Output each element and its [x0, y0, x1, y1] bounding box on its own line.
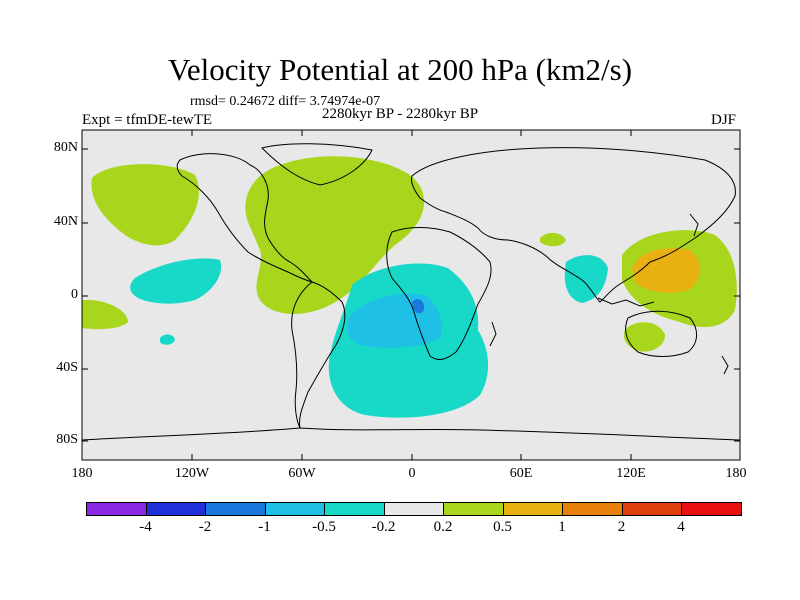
- colorbar-label: 2: [617, 519, 626, 535]
- colorbar-swatch: [502, 502, 563, 516]
- season-label: DJF: [711, 112, 737, 128]
- contour-indian-ocean-negative: [564, 255, 608, 303]
- contour-india-positive: [540, 232, 566, 247]
- x-tick-label: 180: [725, 466, 747, 481]
- y-tick-label: 80N: [53, 140, 78, 155]
- map-title: Velocity Potential at 200 hPa (km2/s): [167, 52, 633, 87]
- colorbar-label: 0.5: [493, 519, 512, 535]
- coastline-madagascar: [489, 321, 497, 347]
- stats-text: rmsd= 0.24672 diff= 3.74974e-07: [190, 94, 381, 109]
- contour-north-pacific-positive: [91, 164, 199, 246]
- coastline-indonesia: [597, 297, 655, 307]
- coastline-eurasia: [411, 147, 736, 303]
- colorbar-label: -0.5: [312, 519, 336, 535]
- coastlines: [82, 143, 740, 441]
- contour-eastern-pacific-positive: [82, 300, 128, 330]
- y-tick-label: 40S: [56, 360, 78, 375]
- colorbar-swatch: [205, 502, 266, 516]
- contour-australia-positive: [623, 322, 665, 352]
- colorbar-swatch: [383, 502, 444, 516]
- x-tick-label: 60E: [509, 466, 533, 481]
- contour-central-pacific-negative: [130, 258, 222, 304]
- x-tick-label: 0: [408, 466, 416, 481]
- coastline-africa: [386, 227, 492, 360]
- colorbar-swatch: [621, 502, 682, 516]
- coastline-japan: [689, 213, 699, 237]
- map-frame: [81, 129, 741, 461]
- y-tick-label: 0: [71, 287, 78, 302]
- colorbar-label: 0.2: [433, 519, 453, 535]
- colorbar-label: 1: [558, 519, 566, 535]
- coastline-south-america: [291, 281, 346, 429]
- x-tick-label: 120W: [174, 466, 210, 481]
- x-tick-label: 180: [71, 466, 93, 481]
- coastline-new-zealand: [721, 355, 729, 375]
- colorbar-label: -4: [139, 519, 152, 535]
- contour-fields: [82, 156, 737, 418]
- colorbar-label: 4: [677, 519, 685, 535]
- colorbar-swatch: [264, 502, 325, 516]
- coastline-greenland: [261, 143, 373, 186]
- colorbar-label: -0.2: [371, 519, 396, 535]
- coastline-antarctica: [82, 427, 740, 441]
- contour-africa-negative-core: [412, 299, 425, 314]
- x-tick-label: 120E: [616, 466, 646, 481]
- contour-west-pacific-peak: [632, 248, 700, 293]
- colorbar-label: -1: [258, 519, 271, 535]
- colorbar-swatch: [145, 502, 206, 516]
- colorbar-swatch: [443, 502, 504, 516]
- colorbar-swatch: [562, 502, 623, 516]
- experiment-label: Expt = tfmDE-tewTE: [82, 112, 213, 128]
- coastline-australia: [625, 310, 697, 357]
- axis-ticks: [82, 130, 740, 460]
- contour-small-pacific-negative: [160, 334, 175, 345]
- y-tick-label: 80S: [56, 432, 78, 447]
- x-tick-label: 60W: [288, 466, 316, 481]
- colorbar-swatch: [86, 502, 147, 516]
- y-tick-label: 40N: [53, 214, 78, 229]
- contour-north-atlantic-positive: [245, 156, 425, 315]
- colorbar-label: -2: [198, 519, 212, 535]
- colorbar-swatch: [681, 502, 742, 516]
- period-label: 2280kyr BP - 2280kyr BP: [322, 106, 479, 122]
- colorbar-swatch: [324, 502, 385, 516]
